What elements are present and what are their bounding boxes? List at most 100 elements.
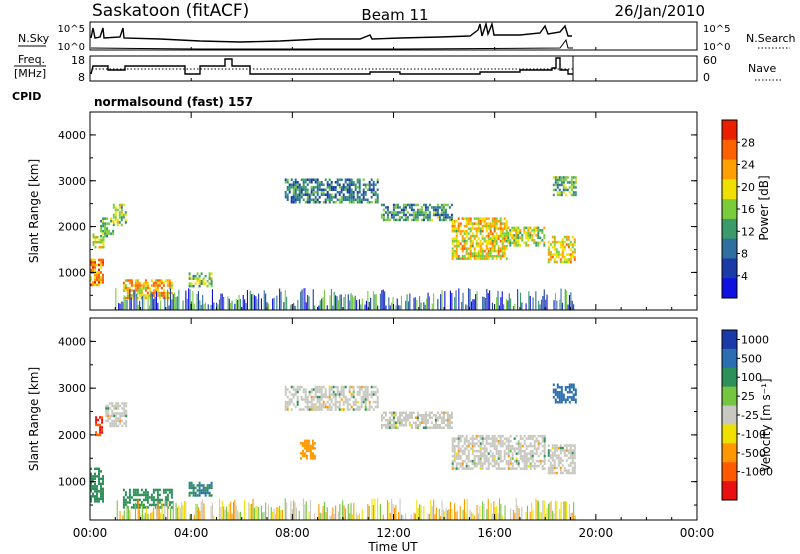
power-region bbox=[100, 217, 115, 238]
x-axis-ticks: 00:00 04:00 08:00 12:00 16:00 20:00 00:00 bbox=[73, 47, 715, 540]
velocity-panel: 1000 2000 3000 4000 Slant Range [km] 1000 50… bbox=[27, 317, 773, 521]
colorbar-swatch bbox=[722, 120, 737, 141]
power-y-ticks: 1000 2000 3000 4000 bbox=[58, 129, 697, 296]
colorbar-swatch bbox=[722, 348, 737, 369]
vel-region bbox=[451, 434, 546, 470]
power-colorbar-label: Power [dB] bbox=[757, 175, 771, 240]
colorbar-swatch bbox=[722, 258, 737, 279]
cpid-value: normalsound (fast) 157 bbox=[94, 95, 253, 109]
y-tick-label: 4000 bbox=[58, 335, 86, 348]
colorbar-tick-label: 24 bbox=[741, 159, 755, 172]
colorbar-swatch bbox=[722, 424, 737, 444]
colorbar-tick-label: 20 bbox=[741, 181, 755, 194]
vel-region bbox=[299, 439, 316, 460]
nsky-strip-frame bbox=[89, 21, 698, 51]
x-tick-label: 04:00 bbox=[174, 526, 209, 540]
y-tick-label: 3000 bbox=[58, 382, 86, 395]
cpid-label: CPID bbox=[12, 90, 41, 103]
nsky-tick-top: 10^5 bbox=[58, 24, 85, 35]
colorbar-swatch bbox=[722, 278, 737, 299]
x-tick-label: 20:00 bbox=[579, 526, 614, 540]
vel-region bbox=[284, 385, 379, 411]
velocity-colorbar-label: Velocity [m s⁻¹] bbox=[759, 378, 773, 471]
power-region bbox=[552, 176, 577, 197]
colorbar-swatch bbox=[722, 139, 737, 161]
velocity-y-ticks: 1000 2000 3000 4000 bbox=[58, 335, 697, 506]
freq-trace bbox=[90, 57, 573, 75]
x-tick-label: 16:00 bbox=[477, 526, 512, 540]
colorbar-swatch bbox=[722, 462, 737, 482]
velocity-colorbar: 1000 500 100 25 -25 -100 -500 -1000 bbox=[721, 329, 773, 501]
colorbar-swatch bbox=[722, 179, 737, 200]
colorbar-swatch bbox=[722, 443, 737, 463]
power-ylabel: Slant Range [km] bbox=[27, 159, 41, 263]
colorbar-tick-label: 28 bbox=[741, 136, 755, 149]
nsearch-trace bbox=[90, 38, 573, 50]
colorbar-tick-label: 1000 bbox=[741, 333, 769, 346]
x-tick-label: 00:00 bbox=[680, 526, 715, 540]
power-ground-scatter bbox=[115, 288, 575, 310]
colorbar-tick-label: 4 bbox=[741, 270, 748, 283]
nsearch-tick-bottom: 10^0 bbox=[703, 42, 730, 53]
colorbar-tick-label: 8 bbox=[741, 248, 748, 261]
power-region bbox=[92, 233, 105, 249]
station-title: Saskatoon (fitACF) bbox=[92, 1, 249, 21]
colorbar-tick-label: -100 bbox=[741, 428, 766, 441]
colorbar-swatch bbox=[722, 238, 737, 259]
freq-tick-bottom: 8 bbox=[78, 71, 85, 84]
velocity-marks bbox=[90, 383, 577, 520]
power-region bbox=[547, 235, 576, 264]
y-tick-label: 3000 bbox=[58, 175, 86, 188]
power-panel: 1000 2000 3000 4000 Slant Range [km] 4 8 12 16… bbox=[27, 111, 771, 311]
power-region bbox=[451, 217, 508, 260]
colorbar-tick-label: 500 bbox=[741, 352, 762, 365]
velocity-ylabel: Slant Range [km] bbox=[27, 367, 41, 471]
x-axis-label: Time UT bbox=[367, 540, 418, 554]
beam-title: Beam 11 bbox=[361, 6, 428, 24]
nsearch-label: N.Search bbox=[746, 32, 796, 45]
colorbar-tick-label: 16 bbox=[741, 203, 755, 216]
nave-label: Nave bbox=[748, 62, 776, 75]
colorbar-tick-label: -500 bbox=[741, 447, 766, 460]
colorbar-swatch bbox=[722, 386, 737, 407]
power-region bbox=[507, 226, 546, 247]
colorbar-tick-label: 12 bbox=[741, 225, 755, 238]
freq-label: Freq. bbox=[18, 53, 45, 66]
y-tick-label: 1000 bbox=[58, 476, 86, 489]
nave-tick-bottom: 0 bbox=[703, 71, 710, 84]
power-region bbox=[90, 258, 104, 287]
x-tick-label: 12:00 bbox=[376, 526, 411, 540]
vel-region bbox=[90, 467, 104, 503]
date-title: 26/Jan/2010 bbox=[615, 2, 706, 20]
colorbar-tick-label: -25 bbox=[741, 409, 759, 422]
colorbar-swatch bbox=[722, 481, 737, 501]
x-tick-label: 00:00 bbox=[73, 526, 108, 540]
y-tick-label: 4000 bbox=[58, 129, 86, 142]
colorbar-tick-label: 25 bbox=[741, 390, 755, 403]
vel-region bbox=[188, 481, 213, 497]
colorbar-swatch bbox=[722, 218, 737, 240]
nsky-tick-bottom: 10^0 bbox=[58, 42, 85, 53]
y-tick-label: 2000 bbox=[58, 221, 86, 234]
colorbar-swatch bbox=[722, 405, 737, 425]
colorbar-swatch bbox=[722, 199, 737, 220]
colorbar-swatch bbox=[722, 330, 737, 350]
vel-ground-scatter bbox=[116, 498, 576, 520]
vel-region bbox=[547, 444, 576, 475]
y-tick-label: 2000 bbox=[58, 429, 86, 442]
nsky-trace bbox=[90, 21, 572, 43]
colorbar-swatch bbox=[722, 367, 737, 388]
vel-region bbox=[105, 402, 128, 428]
colorbar-tick-label: 100 bbox=[741, 371, 762, 384]
power-region bbox=[380, 203, 453, 222]
freq-tick-top: 18 bbox=[71, 54, 85, 67]
nsky-label: N.Sky bbox=[18, 32, 50, 45]
vel-region bbox=[380, 411, 453, 429]
power-region bbox=[284, 178, 379, 204]
power-colorbar: 4 8 12 16 20 24 28 bbox=[721, 119, 755, 299]
colorbar-swatch bbox=[722, 159, 737, 180]
y-tick-label: 1000 bbox=[58, 266, 86, 279]
power-region bbox=[188, 272, 213, 288]
power-region bbox=[112, 203, 127, 227]
